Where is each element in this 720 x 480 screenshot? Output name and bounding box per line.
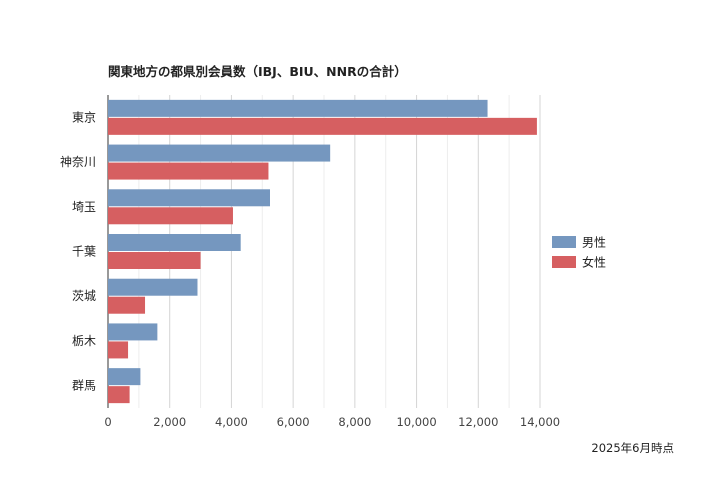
x-tick-label: 12,000 (458, 415, 498, 429)
bar-female (108, 252, 201, 269)
x-tick-label: 2,000 (153, 415, 186, 429)
x-tick-label: 14,000 (520, 415, 560, 429)
x-tick-label: 4,000 (215, 415, 248, 429)
bar-male (108, 278, 198, 296)
chart-title: 関東地方の都県別会員数（IBJ、BIU、NNRの合計） (108, 64, 407, 79)
category-label: 栃木 (72, 334, 96, 348)
x-axis-ticks: 0 2,000 4,000 6,000 8,000 10,000 12,000 14,000 (104, 415, 560, 429)
bar-female (108, 296, 146, 314)
legend-label: 男性 (582, 236, 606, 250)
x-tick-label: 10,000 (396, 415, 436, 429)
bar-male (108, 234, 241, 251)
x-tick-label: 0 (104, 415, 111, 429)
bar-female (108, 207, 233, 225)
bar-female (108, 386, 130, 404)
bar-male (108, 189, 270, 207)
bars (108, 99, 537, 404)
bar-male (108, 144, 331, 162)
bar-female (108, 162, 269, 180)
category-label: 神奈川 (60, 155, 96, 169)
bar-male (108, 368, 141, 386)
bar-male (108, 99, 488, 117)
category-label: 東京 (72, 110, 96, 124)
category-label: 千葉 (72, 245, 96, 259)
bar-male (108, 323, 158, 341)
legend-label: 女性 (582, 255, 606, 270)
category-label: 茨城 (72, 289, 96, 303)
x-tick-label: 6,000 (277, 415, 310, 429)
bar-female (108, 117, 537, 135)
bar-female (108, 341, 129, 359)
category-label: 群馬 (72, 379, 96, 393)
legend-swatch (552, 256, 576, 268)
grid-lines (107, 95, 541, 408)
footnote: 2025年6月時点 (591, 441, 674, 455)
category-label: 埼玉 (72, 200, 96, 214)
x-tick-label: 8,000 (338, 415, 371, 429)
legend-swatch (552, 236, 576, 248)
